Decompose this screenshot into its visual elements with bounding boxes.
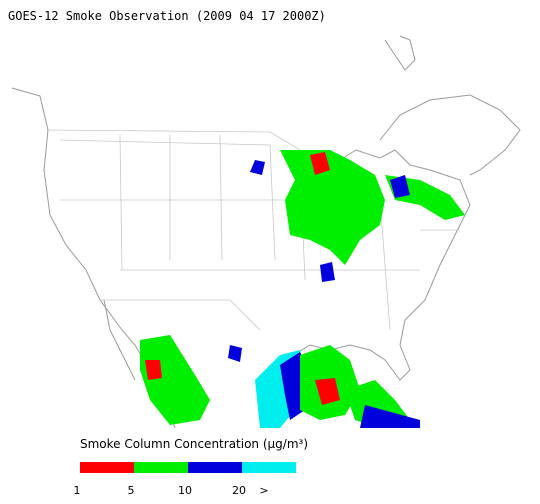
smoke-area: [360, 405, 420, 428]
legend-tick-label: 1: [74, 484, 81, 497]
smoke-area: [145, 360, 162, 380]
legend-label: Smoke Column Concentration (μg/m³): [80, 437, 308, 451]
legend-swatch: [80, 462, 134, 473]
smoke-area: [280, 150, 385, 265]
legend-tick-label: >: [259, 484, 268, 497]
map-title: GOES-12 Smoke Observation (2009 04 17 20…: [8, 9, 326, 23]
smoke-area: [228, 345, 242, 362]
smoke-area: [390, 175, 410, 198]
legend-tick-label: 10: [178, 484, 192, 497]
smoke-area: [320, 262, 335, 282]
legend-swatch: [134, 462, 188, 473]
smoke-area: [250, 160, 265, 175]
smoke-area: [140, 335, 210, 425]
legend: 1 5 10 20 >: [74, 462, 296, 497]
legend-swatch: [242, 462, 296, 473]
smoke-area: [315, 378, 340, 405]
borders: [47, 129, 460, 331]
legend-tick-label: 20: [232, 484, 246, 497]
legend-swatch: [188, 462, 242, 473]
coastline: [11, 35, 521, 429]
legend-tick-label: 5: [128, 484, 135, 497]
smoke-areas: [140, 150, 465, 428]
basemap: [11, 35, 521, 429]
smoke-area: [310, 152, 330, 175]
